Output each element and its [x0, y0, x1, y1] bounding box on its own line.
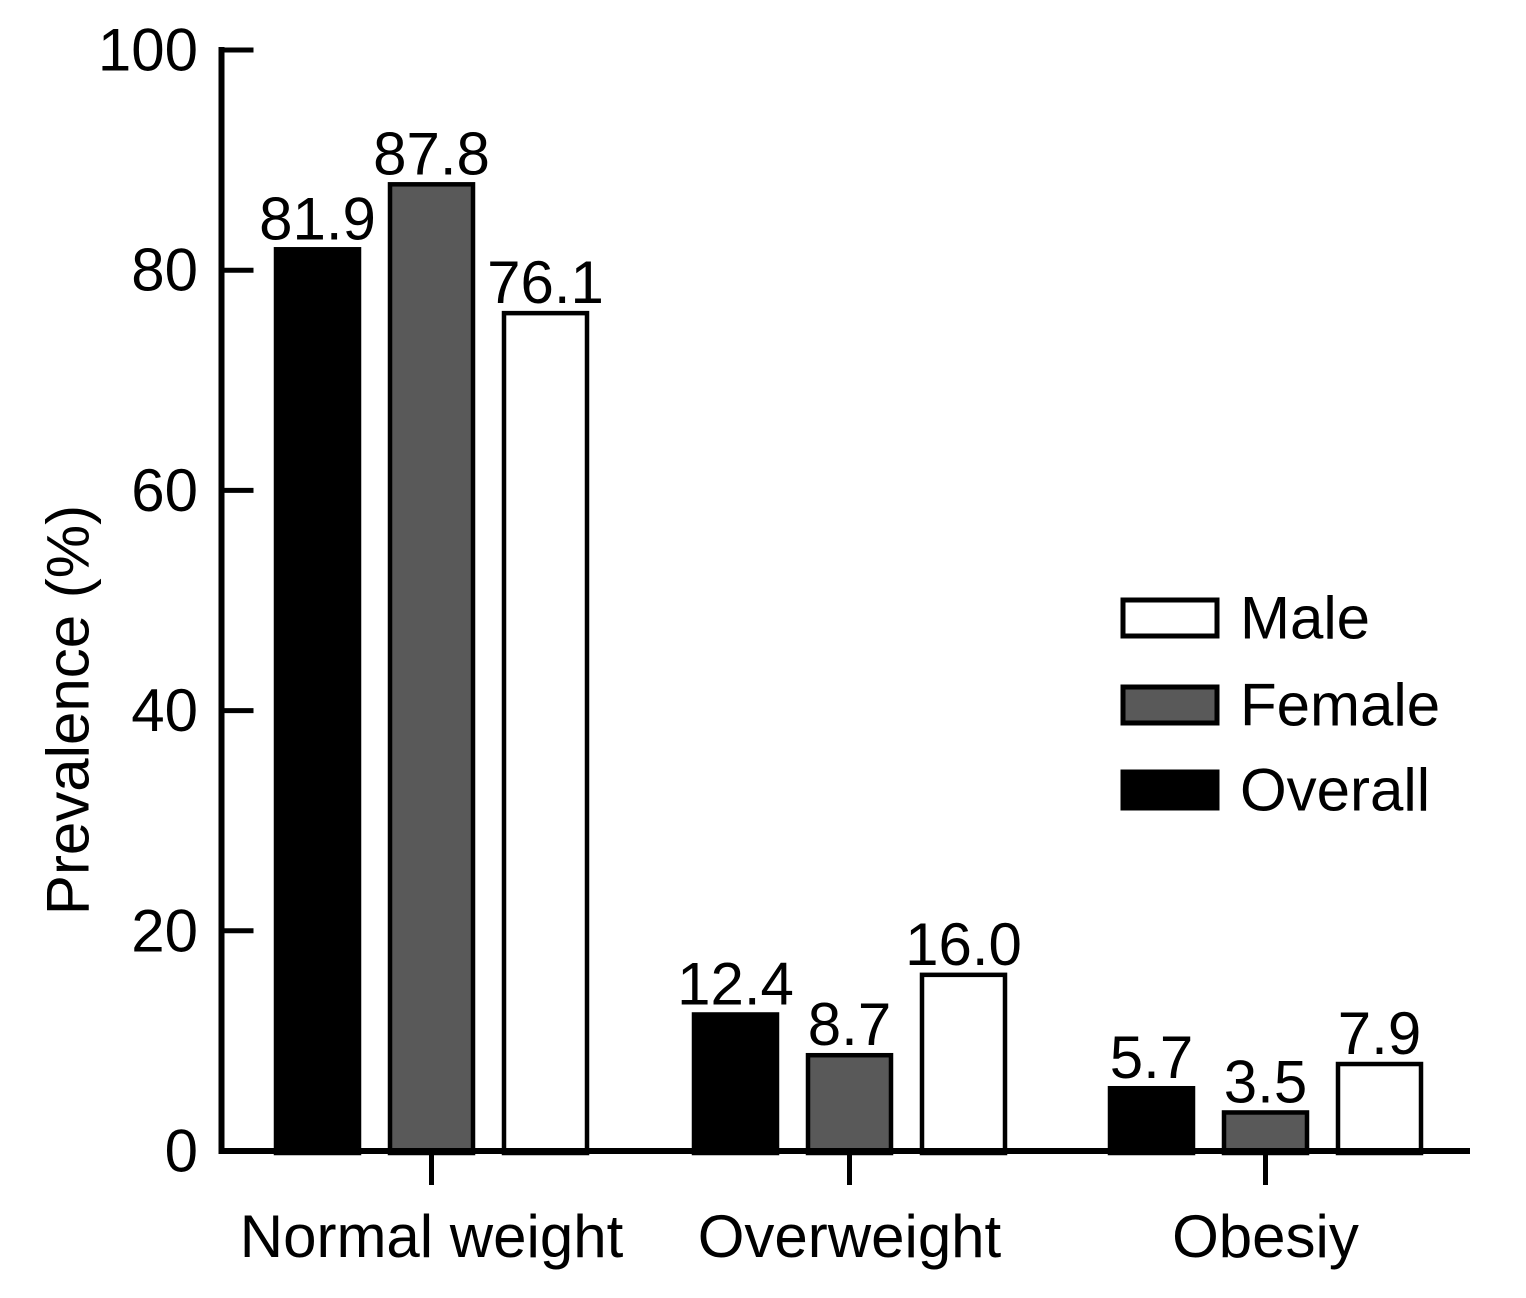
y-axis-title: Prevalence (%): [35, 505, 102, 915]
y-tick-label: 80: [131, 237, 198, 304]
y-tick-label: 0: [165, 1118, 198, 1185]
value-label-overall-normal-weight: 81.9: [259, 185, 376, 252]
value-label-overall-obesiy: 5.7: [1110, 1024, 1193, 1091]
y-tick-label: 100: [98, 17, 198, 84]
legend-swatch-female: [1120, 684, 1220, 726]
bar-male-normal-weight: [501, 310, 590, 1156]
x-category-label-obesiy: Obesiy: [1172, 1203, 1359, 1270]
y-tick-label: 60: [131, 457, 198, 524]
bar-female-normal-weight: [387, 182, 476, 1156]
x-category-label-normal-weight: Normal weight: [240, 1203, 624, 1270]
value-label-male-normal-weight: 76.1: [487, 249, 604, 316]
bar-overall-obesiy: [1107, 1085, 1196, 1156]
value-label-male-obesiy: 7.9: [1338, 1000, 1421, 1067]
x-category-label-overweight: Overweight: [698, 1203, 1002, 1270]
value-label-female-obesiy: 3.5: [1224, 1048, 1307, 1115]
legend-label-overall: Overall: [1240, 757, 1430, 824]
bar-male-overweight: [919, 972, 1008, 1156]
value-label-female-normal-weight: 87.8: [373, 120, 490, 187]
legend-label-female: Female: [1240, 672, 1440, 739]
legend-swatch-overall: [1120, 769, 1220, 811]
value-label-female-overweight: 8.7: [808, 991, 891, 1058]
value-label-male-overweight: 16.0: [905, 911, 1022, 978]
y-tick-label: 40: [131, 677, 198, 744]
legend-label-male: Male: [1240, 585, 1370, 652]
bar-female-obesiy: [1221, 1110, 1310, 1156]
bar-female-overweight: [805, 1052, 894, 1156]
bar-male-obesiy: [1335, 1061, 1424, 1156]
bar-overall-normal-weight: [273, 247, 362, 1156]
value-label-overall-overweight: 12.4: [677, 950, 794, 1017]
legend-swatch-male: [1120, 597, 1220, 639]
y-tick-label: 20: [131, 897, 198, 964]
bar-overall-overweight: [691, 1012, 780, 1156]
